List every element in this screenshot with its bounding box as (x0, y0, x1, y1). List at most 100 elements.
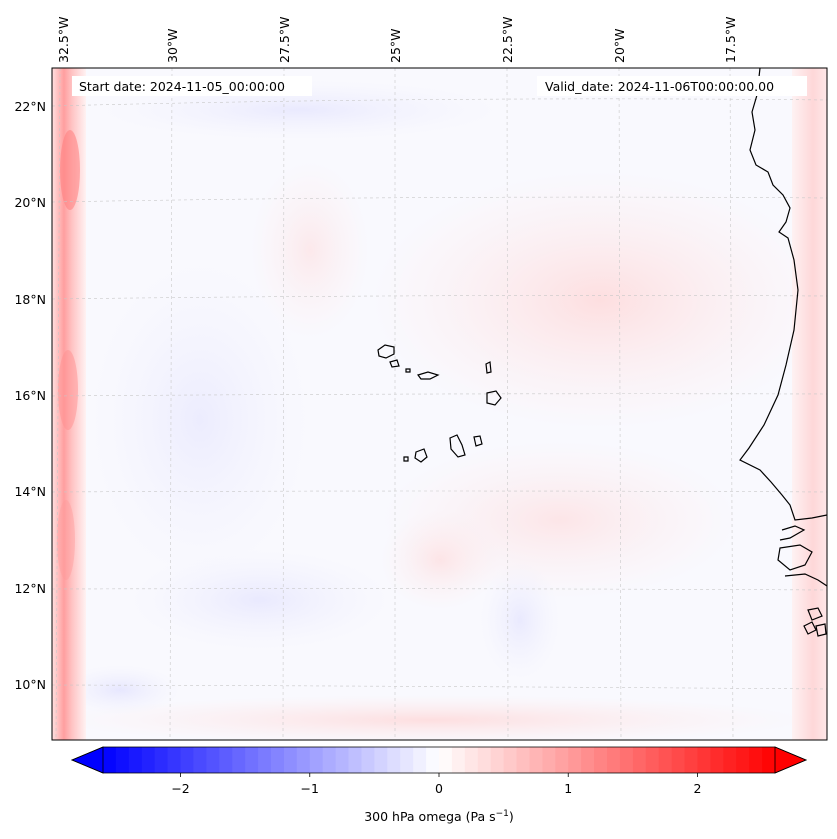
lat-label: 14°N (14, 484, 46, 499)
island-brava (403, 456, 409, 462)
colorbar-band (387, 747, 401, 773)
colorbar-band (568, 747, 582, 773)
colorbar-band (271, 747, 285, 773)
colorbar-band (710, 747, 724, 773)
colorbar-band (594, 747, 608, 773)
lon-label: 17.5°W (723, 17, 738, 63)
colorbar-band (128, 747, 143, 773)
colorbar-band (426, 747, 440, 773)
island-fogo (414, 448, 428, 463)
colorbar-band (439, 747, 453, 773)
lat-label: 10°N (14, 677, 46, 692)
colorbar-band (283, 747, 298, 773)
colorbar-band (477, 747, 492, 773)
colorbar-tick-label: −2 (171, 781, 189, 796)
colorbar-band (141, 747, 156, 773)
coast-islands-guinea (803, 607, 827, 637)
field-patch (58, 350, 78, 430)
colorbar-band (529, 747, 543, 773)
colorbar-label: 300 hPa omega (Pa s−1) (364, 809, 514, 824)
colorbar-band (736, 747, 750, 773)
colorbar-band (296, 747, 311, 773)
field-patch (57, 500, 75, 580)
island-santiago (449, 434, 466, 458)
colorbar-band (180, 747, 194, 773)
colorbar-band (464, 747, 479, 773)
lon-label: 25°W (388, 28, 403, 63)
colorbar-band (232, 747, 246, 773)
colorbar-tick-label: 2 (693, 781, 701, 796)
colorbar-ticks: −2 −1 0 1 2 (171, 773, 701, 796)
colorbar-band (723, 747, 737, 773)
field-edge-strip (792, 68, 827, 740)
field-patch (90, 260, 310, 580)
lon-label: 32.5°W (56, 17, 71, 63)
map-frame (51, 67, 828, 741)
colorbar-band (348, 747, 362, 773)
field-patch (480, 560, 560, 680)
lat-label: 22°N (14, 99, 46, 114)
field-patch (60, 665, 180, 715)
colorbar-band (115, 747, 130, 773)
colorbar-band (542, 747, 556, 773)
lon-label: 20°W (612, 28, 627, 63)
island-boa-vista (486, 390, 502, 406)
latitude-labels: 22°N 20°N 18°N 16°N 14°N 12°N 10°N (14, 99, 46, 692)
colorbar-band (167, 747, 182, 773)
colorbar-band (193, 747, 207, 773)
colorbar-outline (70, 746, 808, 774)
colorbar-band (258, 747, 272, 773)
lat-label: 16°N (14, 388, 46, 403)
colorbar-band (762, 747, 776, 773)
colorbar-band (309, 747, 324, 773)
start-date-box (72, 76, 312, 96)
lat-label: 12°N (14, 581, 46, 596)
colorbar-band (749, 747, 763, 773)
colorbar-band (645, 747, 660, 773)
coastlines (377, 68, 827, 637)
colorbar-band (581, 747, 595, 773)
colorbar-band (490, 747, 505, 773)
lat-label: 18°N (14, 292, 46, 307)
colorbar-band (374, 747, 388, 773)
island-sal (485, 361, 492, 374)
valid-date-box (537, 76, 807, 96)
lat-label: 20°N (14, 195, 46, 210)
colorbar-band (671, 747, 686, 773)
graticule (52, 68, 827, 740)
lon-label: 30°W (165, 28, 180, 63)
colorbar-extend-low (70, 746, 104, 774)
colorbar-band (503, 747, 518, 773)
valid-date-label: Valid_date: 2024-11-06T00:00:00.00 (545, 79, 774, 94)
colorbar-band (206, 747, 220, 773)
colorbar-band (607, 747, 621, 773)
colorbar-band (413, 747, 427, 773)
field-patch (52, 695, 810, 740)
colorbar-band (322, 747, 337, 773)
colorbar-band (219, 747, 233, 773)
island-santa-luzia (405, 368, 411, 373)
island-sao-vicente (389, 359, 400, 368)
field-patch (60, 130, 80, 210)
colorbar-band (555, 747, 569, 773)
colorbar-band (516, 747, 530, 773)
island-maio (473, 435, 483, 447)
africa-coastline (739, 68, 827, 521)
longitude-labels: 32.5°W 30°W 27.5°W 25°W 22.5°W 20°W 17.5… (56, 17, 738, 63)
field-patch (250, 160, 370, 340)
colorbar-band (697, 747, 711, 773)
colorbar-band (451, 747, 466, 773)
colorbar-band (103, 747, 117, 773)
field-patch (370, 170, 827, 430)
omega-field (52, 68, 827, 740)
field-patch (130, 550, 390, 650)
island-sao-nicolau (417, 371, 440, 380)
coast-gambia (779, 525, 806, 541)
colorbar-band (632, 747, 647, 773)
lon-label: 27.5°W (277, 17, 292, 63)
field-patch (380, 510, 500, 610)
colorbar-extend-high (774, 746, 808, 774)
coast-guinea-bissau (777, 544, 813, 571)
colorbar-band (335, 747, 350, 773)
coast-guinea (784, 573, 827, 587)
